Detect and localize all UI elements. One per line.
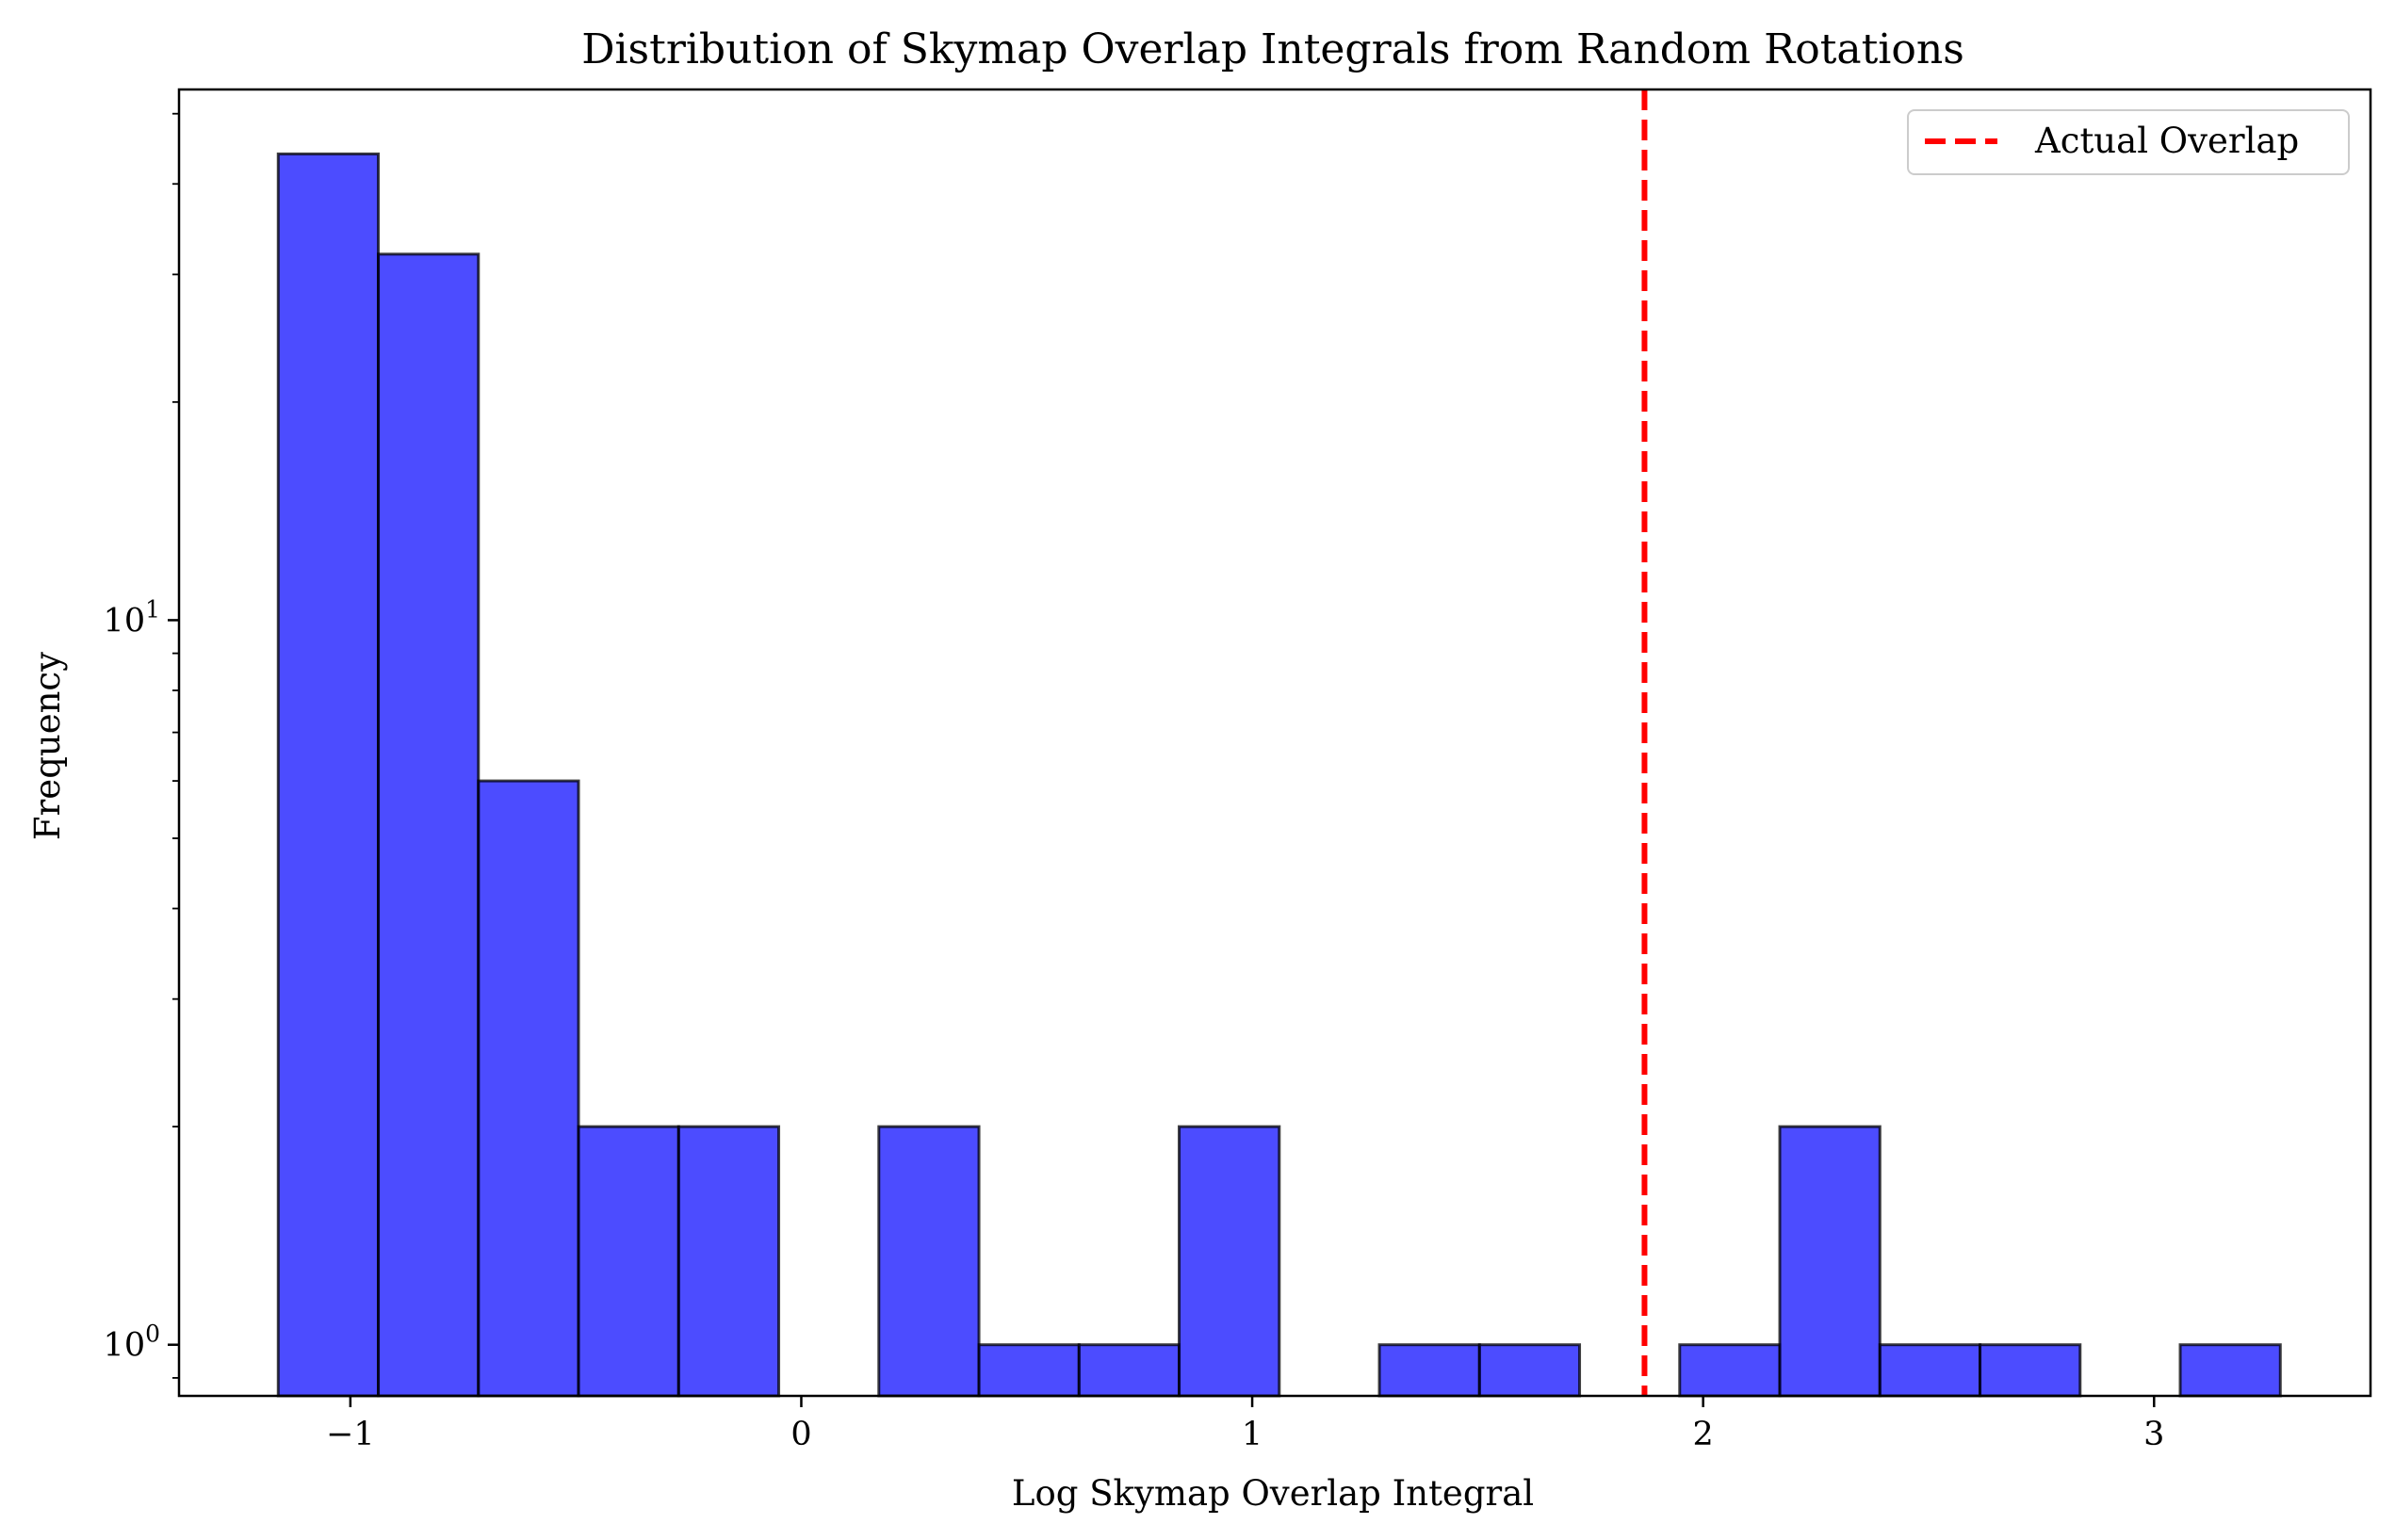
y-axis-ticks: 100 101 xyxy=(104,112,179,1379)
histogram-bar xyxy=(1778,1125,1882,1398)
histogram-bar xyxy=(377,252,481,1398)
histogram-bar xyxy=(2178,1343,2282,1398)
x-axis-label: Log Skymap Overlap Integral xyxy=(1012,1473,1534,1514)
y-tick-label: 100 xyxy=(104,1321,160,1365)
bars-group xyxy=(276,152,2282,1398)
histogram-bar xyxy=(877,1125,981,1398)
histogram-bar xyxy=(1477,1343,1582,1398)
x-tick-label: −1 xyxy=(326,1416,375,1453)
x-tick-label: 0 xyxy=(790,1416,811,1453)
histogram-bar xyxy=(1878,1343,1982,1398)
x-tick-label: 3 xyxy=(2143,1416,2164,1453)
x-tick-label: 2 xyxy=(1693,1416,1714,1453)
histogram-bar xyxy=(1178,1125,1281,1398)
legend: Actual Overlap xyxy=(1907,109,2350,175)
y-tick-label: 101 xyxy=(104,595,160,640)
plot-frame xyxy=(177,88,2372,1398)
y-axis-label: Frequency xyxy=(27,652,68,840)
legend-entry-actual-overlap: Actual Overlap xyxy=(2034,121,2299,161)
histogram-bar xyxy=(1077,1343,1181,1398)
histogram-bar xyxy=(1979,1343,2082,1398)
chart-title: Distribution of Skymap Overlap Integrals… xyxy=(581,25,1964,73)
histogram-bar xyxy=(676,1125,781,1398)
x-tick-label: 1 xyxy=(1242,1416,1263,1453)
histogram-bar xyxy=(477,779,580,1398)
x-axis-ticks: −1 0 1 2 3 xyxy=(326,1396,2164,1453)
histogram-bar xyxy=(577,1125,680,1398)
histogram-bar xyxy=(977,1343,1081,1398)
histogram-bar xyxy=(276,152,381,1398)
histogram-bar xyxy=(1678,1343,1782,1398)
histogram-bar xyxy=(1377,1343,1481,1398)
legend-box xyxy=(1907,109,2350,175)
